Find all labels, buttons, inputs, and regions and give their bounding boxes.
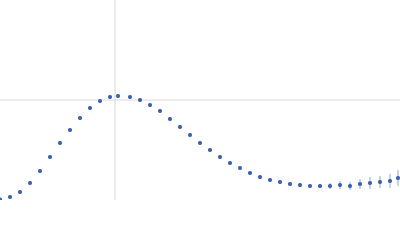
point [178, 125, 182, 129]
point [18, 190, 22, 194]
point [198, 141, 202, 145]
point [218, 155, 222, 159]
point [168, 117, 172, 121]
point [288, 182, 292, 186]
point [188, 133, 192, 137]
point [138, 98, 142, 102]
point [78, 116, 82, 120]
point [28, 181, 32, 185]
point [108, 95, 112, 99]
point [318, 184, 322, 188]
point [98, 99, 102, 103]
point [68, 128, 72, 132]
point [48, 155, 52, 159]
point [116, 94, 120, 98]
chart [0, 0, 400, 200]
point [58, 141, 62, 145]
point [308, 184, 312, 188]
point [338, 183, 342, 187]
point [128, 95, 132, 99]
point [328, 184, 332, 188]
point [8, 195, 12, 199]
point [396, 176, 400, 180]
point [348, 184, 352, 188]
point [358, 182, 362, 186]
point [228, 161, 232, 165]
point [208, 148, 212, 152]
point [378, 180, 382, 184]
point [248, 171, 252, 175]
point [258, 175, 262, 179]
point [298, 183, 302, 187]
point [0, 197, 2, 200]
point [88, 106, 92, 110]
point [268, 178, 272, 182]
point [368, 181, 372, 185]
point [158, 109, 162, 113]
point [278, 180, 282, 184]
point [388, 179, 392, 183]
point [38, 169, 42, 173]
point [238, 166, 242, 170]
point [148, 103, 152, 107]
